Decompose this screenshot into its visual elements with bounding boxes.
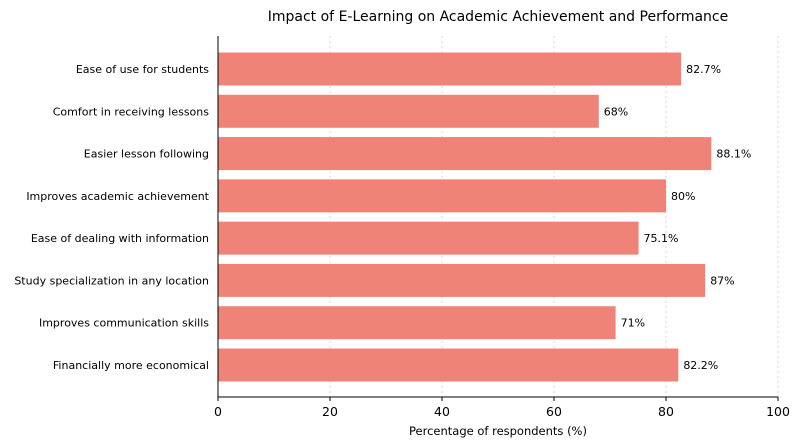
- bar: [218, 221, 639, 255]
- data-label: 82.7%: [686, 63, 721, 76]
- x-axis-label: Percentage of respondents (%): [409, 424, 587, 438]
- category-label: Ease of use for students: [76, 63, 209, 76]
- bar: [218, 94, 599, 128]
- category-label: Improves academic achievement: [26, 190, 209, 203]
- x-tick-label: 40: [434, 404, 450, 419]
- data-label: 80%: [671, 190, 695, 203]
- bars: [218, 52, 712, 382]
- x-ticks: 0 20 40 60 80 100: [214, 397, 790, 419]
- category-label: Ease of dealing with information: [31, 232, 209, 245]
- data-label: 87%: [710, 274, 734, 287]
- gridlines: [329, 36, 779, 397]
- x-tick-label: 80: [658, 404, 674, 419]
- bar: [218, 263, 706, 297]
- data-label: 75.1%: [644, 232, 679, 245]
- x-tick-label: 60: [546, 404, 562, 419]
- bar: [218, 52, 682, 86]
- data-label: 88.1%: [716, 148, 751, 161]
- x-tick-label: 20: [322, 404, 338, 419]
- x-tick-label: 100: [766, 404, 790, 419]
- labels: Ease of use for students 82.7% Comfort in …: [14, 63, 751, 372]
- category-label: Financially more economical: [53, 359, 209, 372]
- data-label: 68%: [604, 105, 628, 118]
- chart-title: Impact of E-Learning on Academic Achieve…: [268, 9, 728, 25]
- category-label: Study specialization in any location: [14, 274, 209, 287]
- bar: [218, 306, 616, 340]
- data-label: 71%: [621, 317, 645, 330]
- category-label: Easier lesson following: [84, 148, 209, 161]
- bar: [218, 348, 679, 382]
- bar: [218, 137, 712, 171]
- category-label: Improves communication skills: [39, 317, 209, 330]
- data-label: 82.2%: [683, 359, 718, 372]
- bar: [218, 179, 666, 213]
- category-label: Comfort in receiving lessons: [53, 105, 210, 118]
- x-tick-label: 0: [214, 404, 222, 419]
